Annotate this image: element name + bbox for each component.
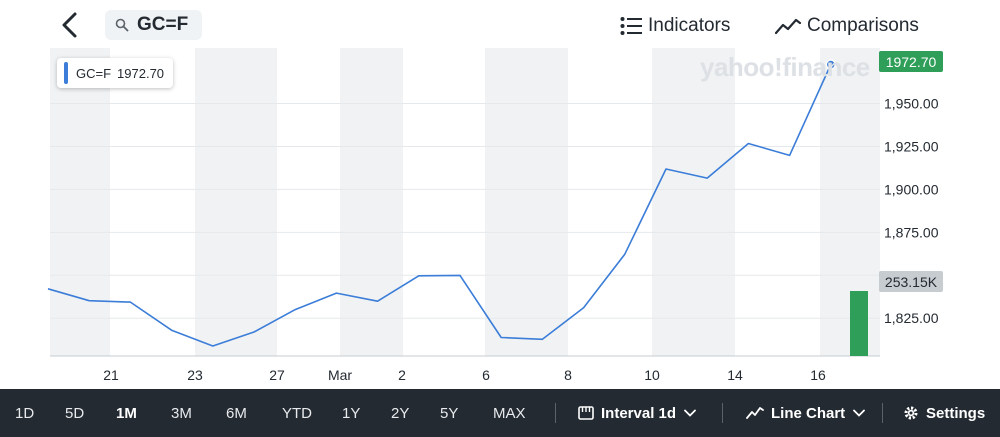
range-6m[interactable]: 6M	[226, 404, 247, 422]
x-tick-label: 2	[398, 367, 406, 383]
last-price-flag: 1972.70	[879, 51, 943, 72]
price-point	[211, 344, 215, 348]
volume-bar	[850, 291, 868, 356]
range-1y[interactable]: 1Y	[342, 404, 361, 422]
last-volume-flag: 253.15K	[879, 271, 943, 292]
y-tick-label: 1,825.00	[884, 310, 939, 326]
toolbar-divider	[555, 403, 556, 423]
price-point	[252, 330, 256, 334]
indicators-label: Indicators	[648, 15, 731, 36]
range-2y[interactable]: 2Y	[391, 404, 410, 422]
chevron-down-icon	[853, 409, 866, 417]
x-axis-labels: 21 23 27 Mar 2 6 8 10 14 16	[103, 367, 826, 383]
price-point	[788, 153, 792, 157]
comparisons-button[interactable]: Comparisons	[775, 12, 919, 40]
line-chart-icon	[746, 407, 764, 419]
legend-symbol: GC=F	[76, 65, 112, 81]
price-point	[376, 299, 380, 303]
price-point	[46, 287, 50, 291]
weekday-band	[652, 48, 735, 356]
x-tick-label: 16	[810, 367, 826, 383]
price-point	[334, 291, 338, 295]
ticker-symbol: GC=F	[137, 14, 189, 35]
x-tick-label: 10	[644, 367, 660, 383]
weekday-band	[50, 48, 110, 356]
series-legend: GC=F 1972.70	[57, 58, 174, 88]
range-3m[interactable]: 3M	[171, 404, 192, 422]
price-chart[interactable]: 1,825.001,850.001,875.001,900.001,925.00…	[0, 48, 1000, 388]
chart-type-label: Line Chart	[771, 404, 846, 422]
price-point	[417, 274, 421, 278]
trend-line-icon	[775, 18, 801, 35]
toolbar-divider	[722, 403, 723, 423]
range-5d[interactable]: 5D	[65, 404, 85, 422]
symbol-search[interactable]: GC=F	[105, 10, 202, 40]
price-point	[87, 299, 91, 303]
range-ytd[interactable]: YTD	[282, 404, 312, 422]
x-tick-label: 27	[269, 367, 285, 383]
y-tick-label: 1,875.00	[884, 224, 939, 240]
x-tick-label: 6	[482, 367, 490, 383]
price-point	[623, 252, 627, 256]
comparisons-label: Comparisons	[807, 15, 919, 36]
weekday-band	[340, 48, 403, 356]
weekday-band	[485, 48, 568, 356]
x-tick-label: 23	[187, 367, 203, 383]
settings-label: Settings	[926, 404, 986, 422]
y-gridlines	[50, 103, 880, 319]
y-tick-label: 1,900.00	[884, 181, 939, 197]
back-button[interactable]	[58, 10, 84, 40]
volume-bars	[850, 291, 868, 356]
price-point	[170, 328, 174, 332]
x-tick-label: Mar	[328, 367, 352, 383]
y-tick-label: 1,925.00	[884, 138, 939, 154]
weekday-band	[195, 48, 277, 356]
range-1m[interactable]: 1M	[116, 404, 137, 422]
price-point	[458, 273, 462, 277]
chevron-down-icon	[684, 409, 696, 417]
interval-dropdown[interactable]: Interval 1d	[578, 389, 696, 437]
range-5y[interactable]: 5Y	[440, 404, 459, 422]
indicators-button[interactable]: Indicators	[620, 12, 730, 40]
settings-button[interactable]: Settings	[903, 389, 985, 437]
price-point	[746, 142, 750, 146]
interval-label: Interval 1d	[601, 404, 677, 422]
price-point	[499, 335, 503, 339]
chevron-left-icon	[62, 12, 77, 38]
x-tick-label: 8	[564, 367, 572, 383]
price-point	[664, 167, 668, 171]
chart-type-dropdown[interactable]: Line Chart	[746, 389, 866, 437]
last-price-dot	[825, 59, 837, 70]
price-line	[47, 64, 832, 347]
top-bar: GC=F Indicators Comparisons	[0, 0, 1000, 48]
y-tick-label: 1,950.00	[884, 96, 939, 112]
gear-icon	[904, 406, 918, 420]
chart-svg: 1,825.001,850.001,875.001,900.001,925.00…	[46, 48, 939, 383]
price-point	[293, 308, 297, 312]
price-point	[582, 306, 586, 310]
x-tick-label: 21	[103, 367, 119, 383]
price-point	[128, 300, 132, 304]
search-icon	[115, 18, 129, 32]
price-point	[705, 176, 709, 180]
ruler-icon	[578, 406, 594, 420]
yahoo-finance-watermark: yahoo!finance	[700, 52, 870, 82]
x-tick-label: 14	[727, 367, 743, 383]
range-1d[interactable]: 1D	[15, 404, 35, 422]
weekday-bands	[50, 48, 880, 356]
bottom-toolbar: 1D 5D 1M 3M 6M YTD 1Y 2Y 5Y MAX Interval…	[0, 389, 1000, 437]
price-point	[540, 337, 544, 341]
list-icon	[620, 17, 642, 35]
range-max[interactable]: MAX	[493, 404, 526, 422]
legend-color-swatch	[64, 62, 68, 84]
toolbar-divider	[882, 403, 883, 423]
legend-value: 1972.70	[117, 65, 165, 81]
